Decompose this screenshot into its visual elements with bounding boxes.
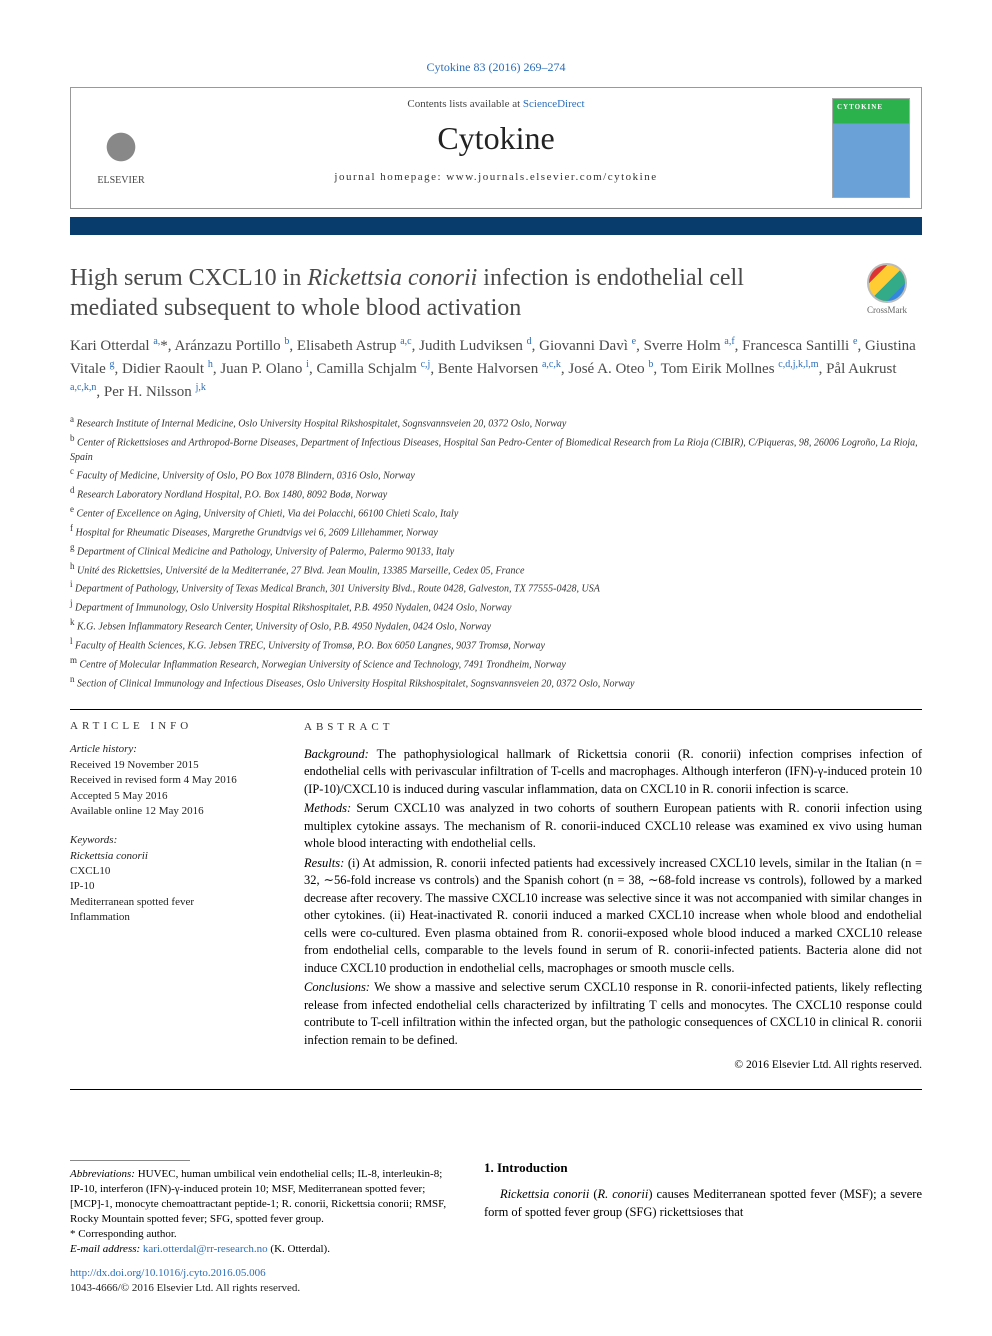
sciencedirect-link[interactable]: ScienceDirect bbox=[523, 98, 585, 110]
publisher-logo-box: ELSEVIER bbox=[71, 88, 171, 208]
abbrev-label: Abbreviations: bbox=[70, 1168, 135, 1180]
author-email-link[interactable]: kari.otterdal@rr-research.no bbox=[143, 1243, 268, 1255]
issn-line: 1043-4666/© 2016 Elsevier Ltd. All right… bbox=[70, 1281, 450, 1296]
article-title: High serum CXCL10 in Rickettsia conorii … bbox=[70, 263, 832, 323]
header-accent-bar bbox=[70, 217, 922, 235]
doi-link[interactable]: http://dx.doi.org/10.1016/j.cyto.2016.05… bbox=[70, 1267, 266, 1279]
divider bbox=[70, 709, 922, 710]
crossmark-badge[interactable]: CrossMark bbox=[852, 263, 922, 315]
email-line: E-mail address: kari.otterdal@rr-researc… bbox=[70, 1242, 450, 1257]
email-suffix: (K. Otterdal). bbox=[268, 1243, 330, 1255]
abstract-label: abstract bbox=[304, 720, 922, 735]
contents-line: Contents lists available at ScienceDirec… bbox=[171, 98, 821, 110]
title-italic: Rickettsia conorii bbox=[307, 265, 477, 291]
abs-conclusions-text: We show a massive and selective serum CX… bbox=[304, 980, 922, 1047]
history-lines: Received 19 November 2015Received in rev… bbox=[70, 758, 270, 820]
article-info-label: article info bbox=[70, 720, 270, 732]
footnote-rule bbox=[70, 1160, 190, 1161]
abs-results-text: (i) At admission, R. conorii infected pa… bbox=[304, 856, 922, 975]
corresponding-author: * Corresponding author. bbox=[70, 1227, 450, 1242]
abstract-methods: Methods: Serum CXCL10 was analyzed in tw… bbox=[304, 800, 922, 853]
title-part-1: High serum CXCL10 in bbox=[70, 265, 307, 291]
journal-header: ELSEVIER Contents lists available at Sci… bbox=[70, 87, 922, 209]
keywords-title: Keywords: bbox=[70, 833, 270, 848]
elsevier-tree-icon bbox=[91, 111, 151, 171]
journal-homepage: journal homepage: www.journals.elsevier.… bbox=[171, 171, 821, 183]
elsevier-logo: ELSEVIER bbox=[91, 111, 151, 186]
publisher-name: ELSEVIER bbox=[91, 175, 151, 186]
abstract-background: Background: The pathophysiological hallm… bbox=[304, 746, 922, 799]
citation: Cytokine 83 (2016) 269–274 bbox=[70, 60, 922, 75]
affiliations-list: a Research Institute of Internal Medicin… bbox=[70, 413, 922, 691]
abstract-results: Results: (i) At admission, R. conorii in… bbox=[304, 855, 922, 978]
intro-body: Rickettsia conorii (R. conorii) causes M… bbox=[484, 1186, 922, 1221]
crossmark-label: CrossMark bbox=[867, 305, 907, 315]
cover-label: CYTOKINE bbox=[837, 103, 883, 111]
history-title: Article history: bbox=[70, 742, 270, 757]
contents-prefix: Contents lists available at bbox=[407, 98, 522, 110]
crossmark-icon bbox=[867, 263, 907, 303]
abstract-conclusions: Conclusions: We show a massive and selec… bbox=[304, 979, 922, 1049]
abs-bg-text: The pathophysiological hallmark of Ricke… bbox=[304, 747, 922, 796]
divider-2 bbox=[70, 1089, 922, 1090]
journal-cover-thumb: CYTOKINE bbox=[832, 98, 910, 198]
journal-name: Cytokine bbox=[171, 120, 821, 157]
keyword-lines: Rickettsia conoriiCXCL10IP-10Mediterrane… bbox=[70, 849, 270, 926]
abs-methods-text: Serum CXCL10 was analyzed in two cohorts… bbox=[304, 801, 922, 850]
abstract-copyright: © 2016 Elsevier Ltd. All rights reserved… bbox=[304, 1057, 922, 1073]
intro-heading: 1. Introduction bbox=[484, 1160, 922, 1176]
authors-list: Kari Otterdal a,*, Aránzazu Portillo b, … bbox=[70, 335, 922, 403]
email-label: E-mail address: bbox=[70, 1243, 143, 1255]
abbreviations: Abbreviations: HUVEC, human umbilical ve… bbox=[70, 1167, 450, 1226]
